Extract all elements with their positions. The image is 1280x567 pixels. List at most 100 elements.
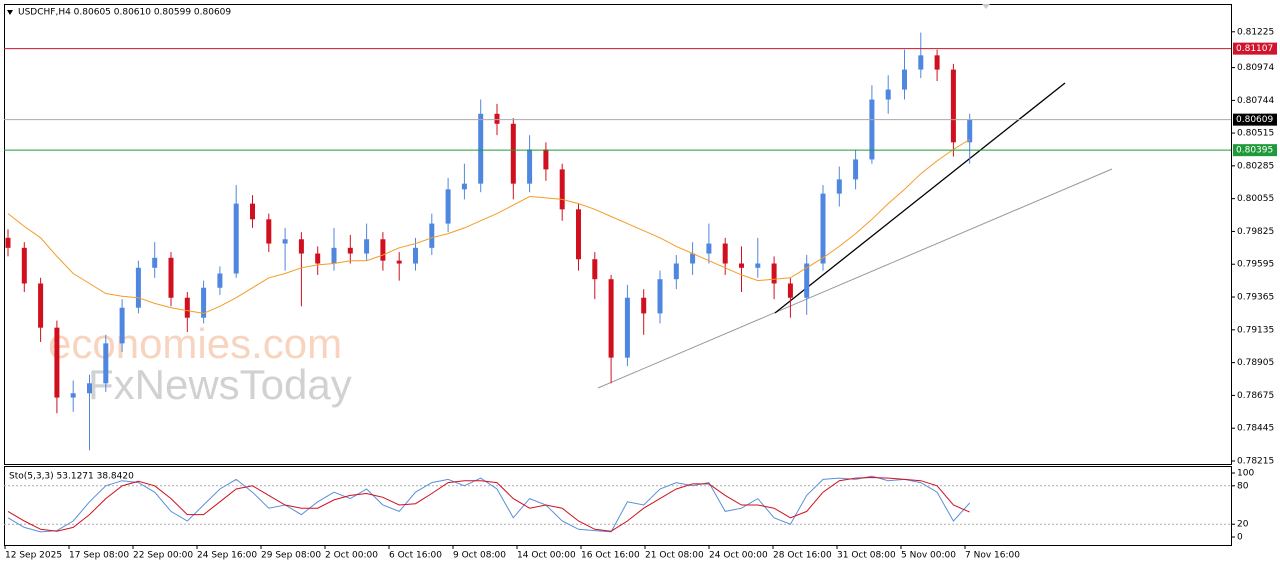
y-tick-label: 0.80744: [1237, 96, 1274, 106]
indicator-tick-label: 0: [1237, 533, 1243, 543]
trend-line: [774, 82, 1066, 314]
y-tick-label: 0.81225: [1237, 27, 1274, 37]
price-level-box: [1233, 144, 1277, 157]
candle-body: [396, 260, 402, 264]
candle-body: [787, 283, 793, 298]
trend-line: [597, 168, 1113, 389]
candle-body: [364, 239, 370, 254]
x-tick-label: 24 Oct 00:00: [709, 551, 768, 561]
candle-body: [380, 239, 386, 261]
candle-body: [885, 89, 891, 100]
candle-body: [217, 273, 223, 288]
candle-body: [233, 203, 239, 274]
candle-body: [21, 247, 27, 284]
y-tick-label: 0.78445: [1237, 424, 1274, 434]
candle-body: [869, 99, 875, 160]
menu-arrow[interactable]: [7, 10, 13, 15]
candle-body: [755, 263, 761, 268]
price-level-box: [1233, 42, 1277, 55]
candle-body: [722, 243, 728, 264]
indicator-frame: [4, 466, 1232, 546]
candle-body: [413, 247, 418, 264]
candle-body: [853, 159, 859, 180]
candle-body: [592, 259, 598, 280]
x-tick-label: 14 Oct 00:00: [517, 551, 576, 561]
x-tick-label: 9 Oct 08:00: [453, 551, 506, 561]
y-tick-label: 0.79595: [1237, 260, 1274, 270]
candle-body: [934, 55, 940, 70]
candle-body: [673, 263, 679, 280]
chart-title: USDCHF,H4 0.80605 0.80610 0.80599 0.8060…: [18, 8, 231, 18]
candle-body: [103, 343, 109, 384]
x-tick-label: 29 Sep 08:00: [261, 551, 321, 561]
candle-body: [641, 297, 647, 314]
x-tick-label: 7 Nov 16:00: [965, 551, 1020, 561]
indicator-tick-label: 80: [1237, 481, 1249, 491]
candle-body: [315, 253, 321, 264]
plot: 0.81225 0.80974 0.80744 0.80515 0.80285 0.800…: [4, 27, 1277, 561]
candle-body: [266, 219, 272, 244]
main-frame: [4, 4, 1232, 465]
y-tick-label: 0.78675: [1237, 391, 1274, 401]
candle-body: [543, 149, 549, 170]
candle-body: [510, 123, 516, 184]
candle-body: [119, 307, 125, 344]
candle-body: [559, 169, 565, 210]
candle-body: [608, 279, 614, 358]
candle-body: [250, 203, 255, 220]
x-tick-label: 28 Oct 16:00: [773, 551, 832, 561]
indicator-tick-label: 20: [1237, 520, 1249, 530]
indicator-line: [7, 476, 970, 532]
x-tick-label: 24 Sep 16:00: [197, 551, 257, 561]
candle-body: [950, 69, 956, 143]
candle-body: [461, 183, 467, 190]
y-tick-label: 0.78905: [1237, 358, 1274, 368]
y-tick-label: 0.79365: [1237, 293, 1274, 303]
candle-body: [527, 149, 533, 184]
candle-body: [135, 267, 141, 308]
candle-body: [576, 209, 581, 260]
candle-body: [38, 283, 44, 328]
indicator-title: Sto(5,3,3) 53.1271 38.8420: [9, 472, 134, 482]
y-tick-label: 0.78215: [1237, 457, 1274, 467]
price-level-label: 0.81107: [1236, 44, 1273, 54]
candle-body: [70, 393, 76, 398]
candle-body: [967, 119, 973, 143]
candle-body: [87, 383, 92, 394]
candle-body: [820, 193, 826, 264]
price-level-label: 0.80395: [1236, 146, 1273, 156]
candle-body: [298, 239, 304, 254]
moving-average: [7, 139, 970, 314]
candle-body: [657, 279, 663, 314]
candle-body: [445, 189, 451, 224]
candle-body: [347, 247, 353, 254]
candle-body: [5, 237, 11, 248]
x-tick-label: 5 Nov 00:00: [901, 551, 956, 561]
y-tick-label: 0.80055: [1237, 194, 1274, 204]
candle-body: [918, 55, 924, 70]
y-tick-label: 0.80974: [1237, 63, 1274, 73]
x-tick-label: 22 Sep 00:00: [133, 551, 193, 561]
indicator-tick-label: 100: [1237, 469, 1254, 479]
watermark: economies.com: [48, 320, 342, 367]
candle-body: [168, 257, 174, 298]
candle-body: [739, 263, 744, 268]
x-tick-label: 21 Oct 08:00: [645, 551, 704, 561]
x-tick-label: 17 Sep 08:00: [69, 551, 129, 561]
candle-body: [771, 263, 777, 284]
candle-body: [836, 179, 842, 194]
candle-body: [429, 223, 435, 248]
candle-body: [902, 69, 907, 90]
candle-body: [201, 287, 207, 318]
y-tick-label: 0.79135: [1237, 325, 1274, 335]
x-tick-label: 2 Oct 00:00: [325, 551, 378, 561]
candle-body: [331, 247, 337, 264]
price-level-label: 0.80609: [1236, 115, 1273, 125]
candle-body: [706, 243, 712, 254]
x-tick-label: 12 Sep 2025: [5, 551, 62, 561]
candle-body: [54, 327, 60, 398]
candle-body: [282, 239, 288, 244]
y-tick-label: 0.79825: [1237, 227, 1274, 237]
x-tick-label: 31 Oct 08:00: [837, 551, 896, 561]
